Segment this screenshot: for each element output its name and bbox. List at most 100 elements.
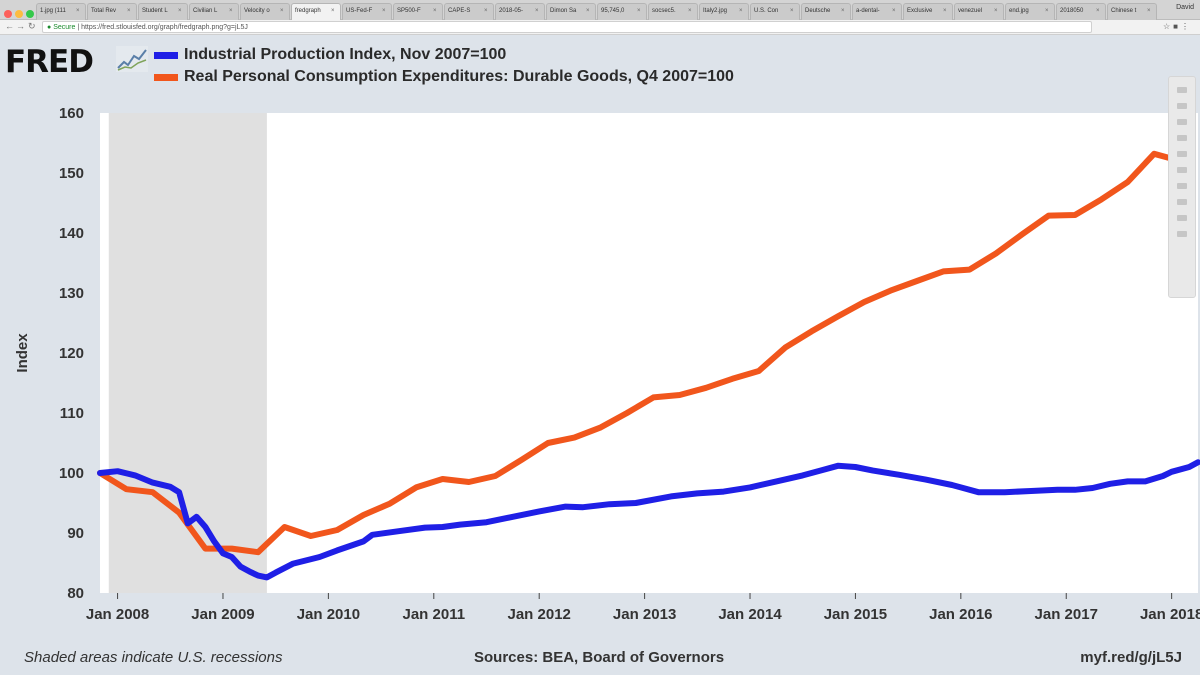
tab-label: Dimon Sa: [550, 8, 577, 14]
close-tab-icon[interactable]: ×: [178, 8, 182, 14]
browser-tab[interactable]: U.S. Con ×: [750, 3, 800, 20]
tool-icon[interactable]: [1177, 167, 1187, 173]
chart: 80 90 100 110 120 130 140 150 160 Jan 2008 Jan 200…: [14, 105, 1200, 623]
x-tick-label: Jan 2010: [297, 606, 360, 623]
back-arrow-icon[interactable]: ←: [5, 21, 14, 31]
close-tab-icon[interactable]: ×: [892, 8, 896, 14]
y-tick-label: 120: [59, 345, 84, 362]
tool-icon[interactable]: [1177, 199, 1187, 205]
profile-name[interactable]: David: [1176, 4, 1194, 11]
browser-tab[interactable]: Student L ×: [138, 3, 188, 20]
close-tab-icon[interactable]: ×: [943, 8, 947, 14]
tool-icon[interactable]: [1177, 87, 1187, 93]
close-tab-icon[interactable]: ×: [586, 8, 590, 14]
browser-tab[interactable]: Velocity o ×: [240, 3, 290, 20]
browser-tab[interactable]: 1.jpg (111 ×: [36, 3, 86, 20]
browser-tab[interactable]: Civilian L ×: [189, 3, 239, 20]
url-text: https://fred.stlouisfed.org/graph/fredgr…: [81, 24, 248, 31]
tab-label: Italy2.jpg: [703, 8, 728, 14]
close-tab-icon[interactable]: ×: [484, 8, 488, 14]
tool-icon[interactable]: [1177, 215, 1187, 221]
menu-dots-icon[interactable]: ⋮: [1181, 22, 1192, 31]
close-tab-icon[interactable]: ×: [76, 8, 80, 14]
tab-bar: 1.jpg (111 × Total Rev × Student L × Civilian …: [0, 0, 1200, 20]
close-tab-icon[interactable]: ×: [127, 8, 131, 14]
browser-tab[interactable]: 2018050 ×: [1056, 3, 1106, 20]
x-tick-label: Jan 2018: [1140, 606, 1200, 623]
browser-tab[interactable]: SP500-F ×: [393, 3, 443, 20]
forward-arrow-icon[interactable]: →: [16, 21, 25, 31]
close-tab-icon[interactable]: ×: [382, 8, 386, 14]
tool-icon[interactable]: [1177, 103, 1187, 109]
legend-swatch-blue: [154, 52, 178, 59]
x-tick-label: Jan 2009: [191, 606, 254, 623]
maximize-window-icon[interactable]: [26, 10, 34, 18]
address-bar: ← → ↻ ● Secure | https://fred.stlouisfed…: [0, 20, 1200, 35]
browser-tab[interactable]: CAPE-S ×: [444, 3, 494, 20]
close-tab-icon[interactable]: ×: [688, 8, 692, 14]
tool-icon[interactable]: [1177, 119, 1187, 125]
tab-label: 2018-05-: [499, 8, 524, 14]
close-tab-icon[interactable]: ×: [739, 8, 743, 14]
close-tab-icon[interactable]: ×: [1045, 8, 1049, 14]
close-tab-icon[interactable]: ×: [1096, 8, 1100, 14]
close-tab-icon[interactable]: ×: [331, 8, 335, 14]
browser-tab[interactable]: a-dental- ×: [852, 3, 902, 20]
extension-icon[interactable]: ■: [1173, 22, 1181, 31]
close-tab-icon[interactable]: ×: [229, 8, 233, 14]
tab-label: venezuel: [958, 8, 983, 14]
close-tab-icon[interactable]: ×: [841, 8, 845, 14]
x-tick-label: Jan 2014: [718, 606, 782, 623]
browser-tab[interactable]: venezuel ×: [954, 3, 1004, 20]
series-line-industrial-production: [97, 459, 1200, 581]
browser-tab[interactable]: Exclusive ×: [903, 3, 953, 20]
tab-label: socsec5.: [652, 8, 676, 14]
series-line-durable-goods: [97, 150, 1184, 556]
browser-tab[interactable]: Dimon Sa ×: [546, 3, 596, 20]
tool-icon[interactable]: [1177, 183, 1187, 189]
fred-graph-page: FRED Industrial Production Index, Nov 20…: [0, 36, 1200, 675]
tab-strip: 1.jpg (111 × Total Rev × Student L × Civilian …: [36, 3, 1158, 20]
close-tab-icon[interactable]: ×: [790, 8, 794, 14]
browser-tab[interactable]: end.jpg ×: [1005, 3, 1055, 20]
y-tick-label: 80: [67, 585, 84, 602]
browser-tab[interactable]: Deutsche ×: [801, 3, 851, 20]
tool-icon[interactable]: [1177, 231, 1187, 237]
tab-label: US-Fed-F: [346, 8, 373, 14]
reload-icon[interactable]: ↻: [28, 21, 36, 31]
tab-label: 2018050: [1060, 8, 1084, 14]
close-tab-icon[interactable]: ×: [433, 8, 437, 14]
fred-logo: FRED: [5, 44, 94, 80]
browser-tab[interactable]: 95,745,0 ×: [597, 3, 647, 20]
browser-tab[interactable]: Italy2.jpg ×: [699, 3, 749, 20]
x-tick-label: Jan 2017: [1035, 606, 1098, 623]
close-tab-icon[interactable]: ×: [637, 8, 641, 14]
tool-icon[interactable]: [1177, 135, 1187, 141]
bookmark-star-icon[interactable]: ☆: [1162, 22, 1174, 31]
short-link[interactable]: myf.red/g/jL5J: [1080, 649, 1182, 666]
y-axis-label: Index: [14, 333, 31, 373]
tab-label: Velocity o: [244, 8, 270, 14]
browser-tab[interactable]: Chinese t ×: [1107, 3, 1157, 20]
browser-tab[interactable]: socsec5. ×: [648, 3, 698, 20]
legend-label: Real Personal Consumption Expenditures: …: [184, 68, 734, 85]
legend-label: Industrial Production Index, Nov 2007=10…: [184, 46, 507, 63]
browser-tab[interactable]: fredgraph ×: [291, 3, 341, 20]
close-window-icon[interactable]: [4, 10, 12, 18]
y-tick-label: 130: [59, 285, 84, 302]
x-tick-label: Jan 2011: [403, 606, 466, 623]
legend-swatch-orange: [154, 74, 178, 81]
y-tick-label: 150: [59, 165, 84, 182]
close-tab-icon[interactable]: ×: [1147, 8, 1151, 14]
minimize-window-icon[interactable]: [15, 10, 23, 18]
close-tab-icon[interactable]: ×: [994, 8, 998, 14]
secure-label: Secure: [53, 24, 76, 31]
y-tick-label: 160: [59, 105, 84, 122]
close-tab-icon[interactable]: ×: [280, 8, 284, 14]
close-tab-icon[interactable]: ×: [535, 8, 539, 14]
browser-tab[interactable]: US-Fed-F ×: [342, 3, 392, 20]
browser-tab[interactable]: Total Rev ×: [87, 3, 137, 20]
browser-tab[interactable]: 2018-05- ×: [495, 3, 545, 20]
url-field[interactable]: ● Secure | https://fred.stlouisfed.org/g…: [42, 21, 1092, 33]
tool-icon[interactable]: [1177, 151, 1187, 157]
